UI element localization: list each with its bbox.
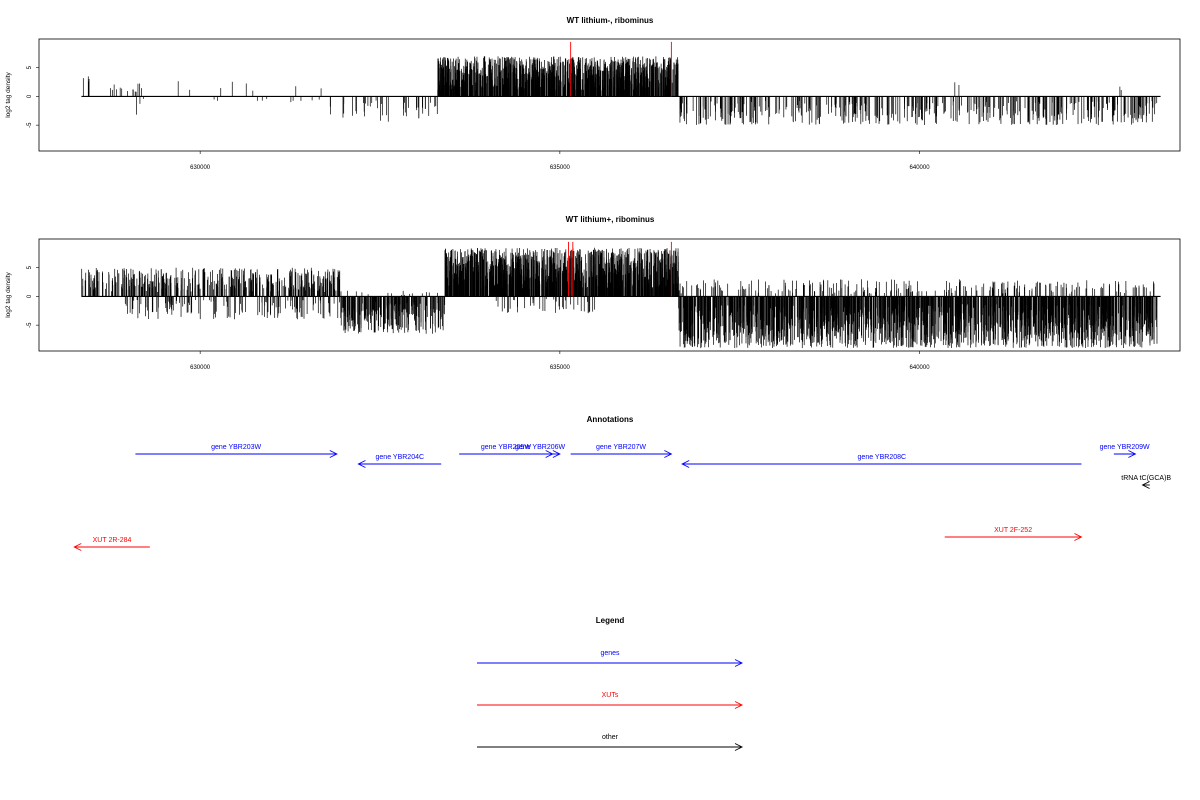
y-tick-label: -5	[27, 122, 33, 128]
panel-2-frame	[38, 238, 1181, 352]
x-tick-label: 630000	[190, 165, 211, 171]
x-tick-label: 635000	[550, 365, 571, 371]
x-tick-label: 640000	[910, 365, 931, 371]
panel-1-y-axis: -5 0 5	[27, 65, 39, 128]
panel-2-bars	[81, 247, 1161, 349]
panel-2-x-axis: 630000 635000 640000	[190, 351, 930, 371]
x-tick-label: 635000	[550, 165, 571, 171]
panel-1-ylabel: log2 tag density	[5, 71, 12, 117]
panel-1-title: WT lithium-, ribominus	[567, 16, 654, 25]
panel-2-y-axis: -5 0 5	[27, 265, 39, 328]
panel-1-frame	[38, 38, 1181, 152]
panel-1: WT lithium-, ribominus log2 tag density …	[5, 16, 1181, 171]
y-tick-label: 5	[27, 65, 33, 69]
panel-2-title: WT lithium+, ribominus	[566, 215, 655, 224]
x-tick-label: 640000	[910, 165, 931, 171]
panel-2: WT lithium+, ribominus log2 tag density …	[5, 215, 1181, 371]
panel-1-markers	[570, 41, 672, 97]
panel-1-x-axis: 630000 635000 640000	[190, 151, 930, 171]
y-tick-label: 5	[27, 265, 33, 269]
x-tick-label: 630000	[190, 365, 211, 371]
y-tick-label: 0	[27, 294, 33, 298]
panel-2-ylabel: log2 tag density	[5, 271, 12, 317]
y-tick-label: -5	[27, 322, 33, 328]
panel-1-bars	[81, 56, 1161, 126]
y-tick-label: 0	[27, 94, 33, 98]
